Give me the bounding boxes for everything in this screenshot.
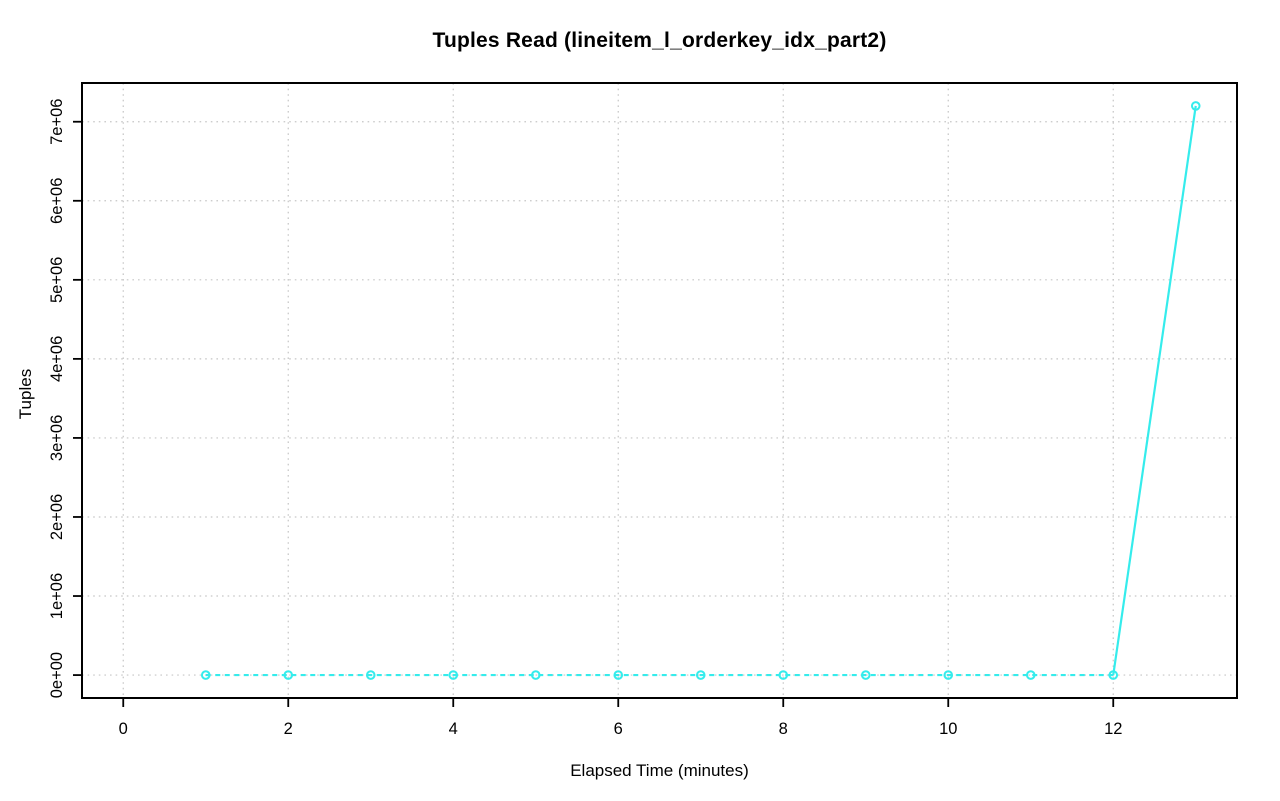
y-tick-label: 1e+06 [48,573,66,619]
y-tick-label: 4e+06 [48,336,66,382]
data-point-marker [613,670,624,680]
data-point-marker [860,670,871,680]
data-point-marker [1108,670,1119,680]
chart-title: Tuples Read (lineitem_l_orderkey_idx_par… [432,29,887,52]
y-tick-label: 6e+06 [48,178,66,224]
data-point-marker [778,670,789,680]
data-point-marker [530,670,541,680]
data-point-marker [200,670,211,680]
y-tick-label: 2e+06 [48,494,66,540]
data-point-marker [943,670,954,680]
x-tick-label: 0 [119,720,128,738]
x-tick-label: 8 [779,720,788,738]
y-tick-label: 7e+06 [48,99,66,145]
data-point-marker [1025,670,1036,680]
data-point-marker [695,670,706,680]
x-tick-label: 2 [284,720,293,738]
y-tick-label: 3e+06 [48,415,66,461]
data-point-marker [283,670,294,680]
x-tick-label: 12 [1104,720,1122,738]
series-line-solid [1112,105,1197,676]
plot-border [81,82,1238,699]
x-tick-label: 6 [614,720,623,738]
x-tick-label: 4 [449,720,458,738]
data-point-marker [365,670,376,680]
data-point-marker [1190,101,1201,111]
data-point-marker [448,670,459,680]
y-tick-label: 0e+00 [48,652,66,698]
y-tick-label: 5e+06 [48,257,66,303]
x-tick-label: 10 [939,720,957,738]
x-axis-label: Elapsed Time (minutes) [570,761,749,780]
